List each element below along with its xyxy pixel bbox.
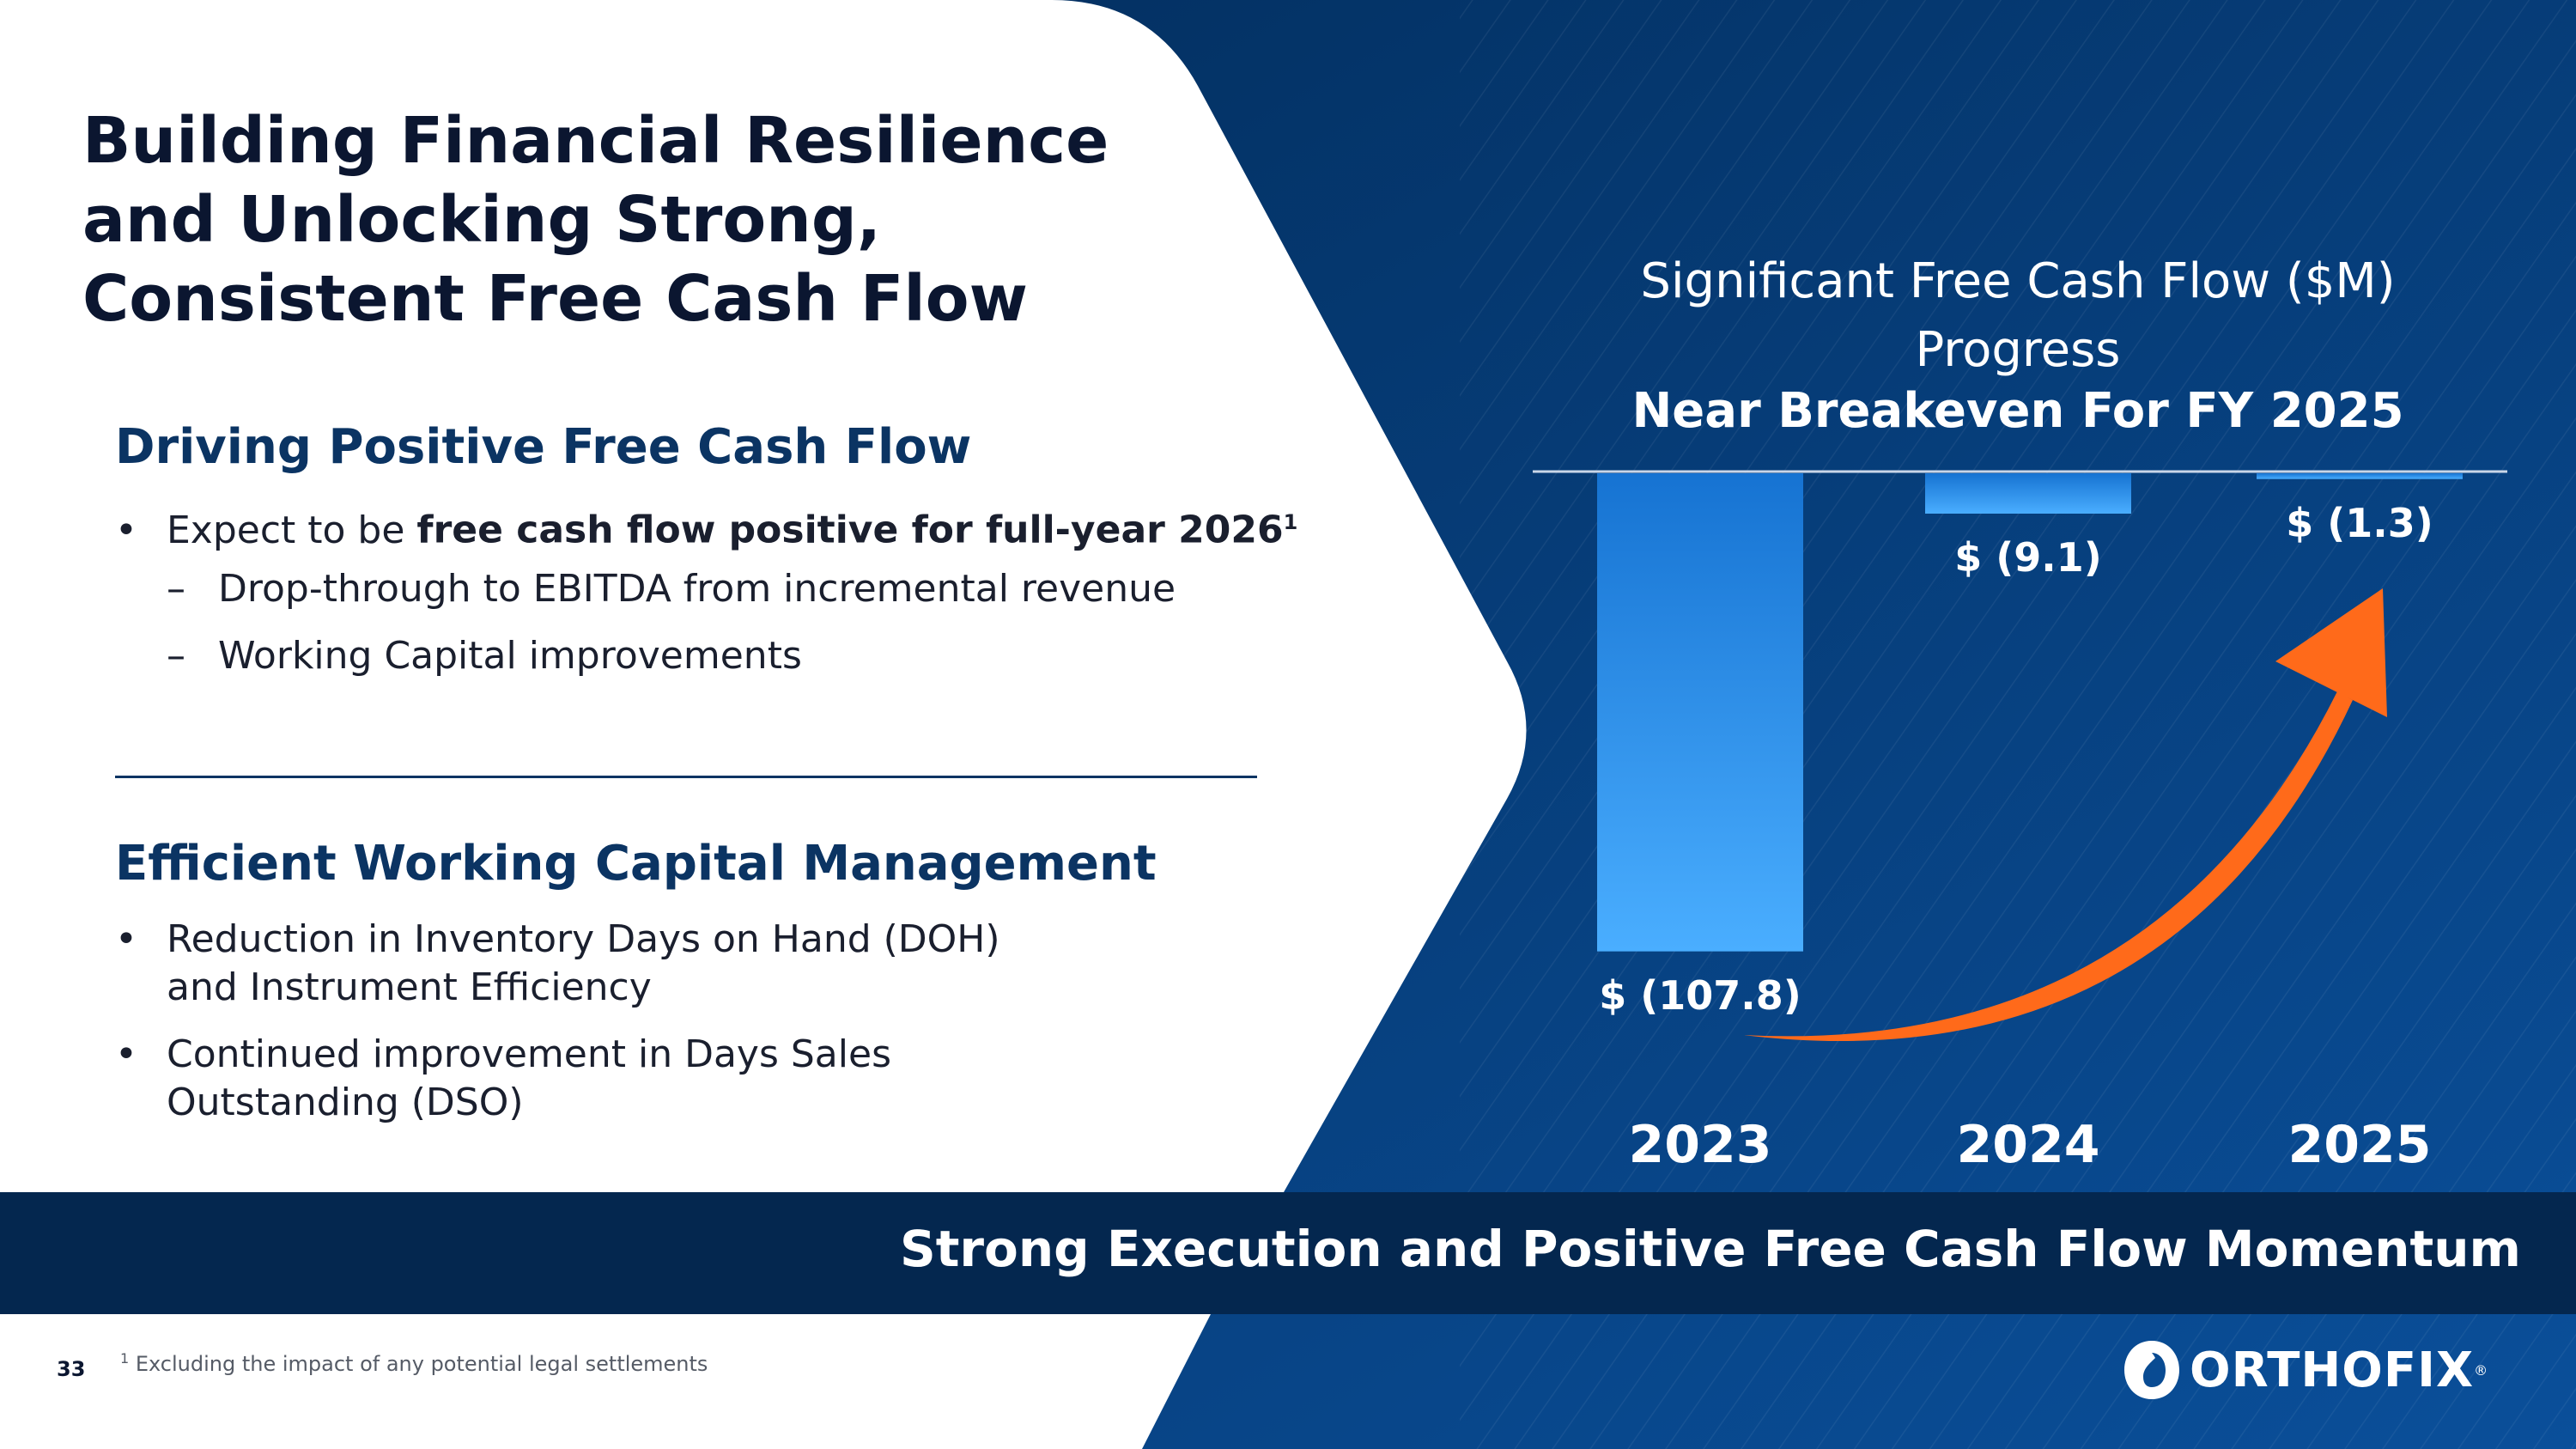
trend-arrow-shaft <box>1743 691 2353 1042</box>
bar-2024 <box>1925 473 2131 514</box>
page-number: 33 <box>57 1357 86 1381</box>
trend-arrow <box>1743 588 2387 1042</box>
orthofix-logo: ORTHOFIX ® <box>2121 1336 2488 1404</box>
section-divider <box>115 776 1257 778</box>
value-label-2024: $ (9.1) <box>1954 533 2102 581</box>
bar-2025 <box>2257 473 2463 479</box>
category-label-2023: 2023 <box>1628 1115 1772 1175</box>
chart-subtitle: Near Breakeven For FY 2025 <box>1631 383 2404 439</box>
banner-text: Strong Execution and Positive Free Cash … <box>899 1220 2521 1278</box>
category-label-2024: 2024 <box>1956 1115 2100 1175</box>
page-title: Building Financial Resilience and Unlock… <box>82 104 1109 336</box>
trend-arrow-head <box>2275 588 2387 717</box>
logo-wordmark: ORTHOFIX <box>2190 1342 2475 1398</box>
bullet-dso: • Continued improvement in Days Sales Out… <box>115 1032 891 1124</box>
value-label-2023: $ (107.8) <box>1599 971 1801 1019</box>
white-footer-panel <box>0 1314 1211 1449</box>
subitem-working-capital: – Working Capital improvements <box>167 634 802 678</box>
footnote: 1 Excluding the impact of any potential … <box>120 1350 708 1376</box>
bar-2023 <box>1597 473 1803 952</box>
bottom-banner <box>0 1192 2576 1314</box>
bullet-fcf-positive: • Expect to be free cash flow positive fo… <box>115 498 1297 555</box>
section-heading-driving: Driving Positive Free Cash Flow <box>115 419 972 475</box>
chart-title: Significant Free Cash Flow ($M) Progress <box>1640 253 2396 378</box>
white-content-panel <box>0 0 1527 1192</box>
logo-registered-mark: ® <box>2474 1361 2488 1379</box>
section-heading-efficient: Efficient Working Capital Management <box>115 836 1157 892</box>
category-label-2025: 2025 <box>2287 1115 2432 1175</box>
subitem-ebitda: – Drop-through to EBITDA from incremental… <box>167 567 1176 611</box>
chart-bars <box>1597 473 2463 952</box>
bullet-inventory: • Reduction in Inventory Days on Hand (DO… <box>115 917 1000 1009</box>
bullet-glyph: • <box>115 508 137 552</box>
orthofix-logo-mark-icon <box>2124 1341 2179 1399</box>
value-label-2025: $ (1.3) <box>2286 499 2433 546</box>
